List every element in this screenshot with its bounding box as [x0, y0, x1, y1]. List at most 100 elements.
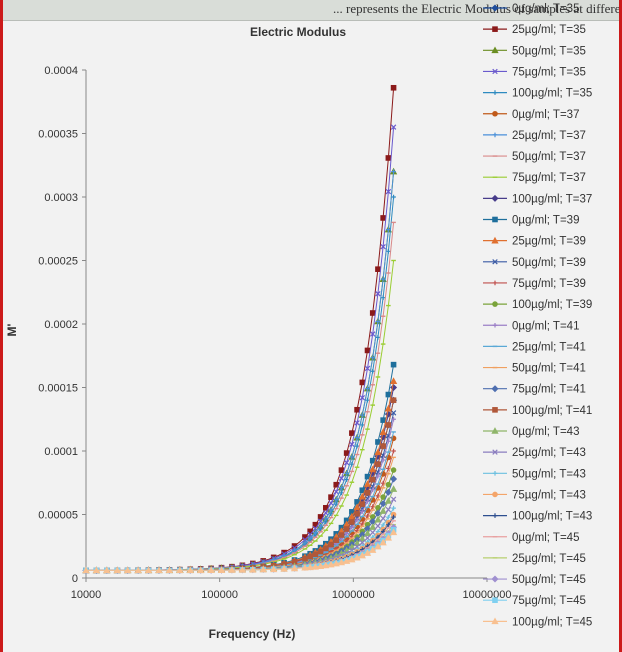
x-tick-label: 10000	[71, 589, 102, 601]
data-point	[280, 565, 288, 572]
legend-label: 25µg/ml; T=43	[512, 447, 586, 459]
data-point	[103, 566, 111, 574]
legend-label: 0µg/ml; T=41	[512, 320, 579, 332]
legend-label: 50µg/ml; T=35	[512, 45, 586, 57]
data-point	[379, 428, 387, 435]
data-point	[359, 501, 366, 507]
data-point	[353, 553, 361, 561]
data-point	[354, 443, 360, 449]
axes: 0 0.00005 0.0001 0.00015 0.0002 0.00025 0.0003…	[38, 65, 511, 601]
data-point	[338, 475, 345, 482]
legend-label: 50µg/ml; T=41	[512, 363, 586, 375]
data-point	[290, 564, 299, 572]
data-point	[391, 514, 396, 520]
data-point	[385, 481, 392, 488]
series-lines	[82, 84, 398, 574]
data-point	[343, 459, 350, 466]
data-point	[338, 532, 345, 538]
data-point	[370, 487, 376, 493]
data-point	[369, 310, 376, 316]
right-red-border	[619, 0, 622, 652]
legend-marker	[491, 617, 499, 625]
data-point	[375, 335, 381, 340]
data-point	[389, 528, 398, 536]
legend-marker	[491, 194, 499, 202]
data-point	[313, 530, 318, 535]
data-point	[270, 565, 278, 573]
legend-marker	[492, 513, 498, 518]
data-point	[328, 541, 334, 548]
data-point	[391, 169, 396, 174]
data-point	[384, 404, 393, 412]
series-line	[86, 171, 395, 571]
data-point	[358, 534, 366, 542]
y-tick-label: 0	[72, 573, 78, 585]
data-point	[328, 511, 334, 517]
legend-item: 25µg/ml; T=43	[483, 447, 586, 459]
legend-label: 75µg/ml; T=45	[512, 595, 586, 607]
legend-item: 50µg/ml; T=41	[483, 363, 586, 375]
data-point	[344, 477, 349, 482]
data-point	[380, 276, 386, 282]
data-point	[353, 503, 361, 511]
y-tick-label: 0.00025	[38, 256, 78, 268]
legend-label: 25µg/ml; T=45	[512, 553, 586, 565]
y-tick-label: 0.00015	[38, 383, 78, 395]
data-point	[391, 448, 396, 454]
data-point	[390, 361, 397, 368]
header-strip: ... represents the Electric Modulus of s…	[3, 0, 619, 21]
legend-marker	[492, 449, 498, 455]
legend-marker	[491, 236, 499, 244]
data-point	[348, 555, 356, 563]
data-point	[379, 507, 387, 514]
data-point	[369, 546, 377, 553]
data-point	[386, 249, 391, 254]
legend-item: 100µg/ml; T=41	[483, 405, 592, 417]
legend-item: 50µg/ml; T=37	[483, 151, 586, 163]
data-point	[365, 397, 370, 403]
legend-label: 0µg/ml; T=37	[512, 109, 579, 121]
data-point	[379, 433, 387, 441]
data-point	[374, 515, 382, 523]
data-point	[354, 517, 360, 523]
data-point	[384, 488, 392, 496]
legend-label: 75µg/ml; T=37	[512, 172, 586, 184]
legend-label: 0µg/ml; T=43	[512, 426, 579, 438]
data-point	[374, 542, 382, 550]
data-point	[385, 155, 392, 161]
series-line	[86, 127, 395, 571]
y-tick-label: 0.00005	[38, 510, 78, 522]
data-point	[217, 566, 226, 573]
legend-item: 50µg/ml; T=43	[483, 468, 586, 480]
data-point	[375, 534, 381, 540]
legend-item: 75µg/ml; T=41	[483, 384, 586, 396]
data-point	[380, 243, 386, 250]
legend-label: 50µg/ml; T=43	[512, 468, 586, 480]
data-point	[327, 560, 335, 568]
data-point	[82, 566, 90, 574]
legend-item: 0µg/ml; T=35	[483, 3, 579, 15]
data-point	[328, 507, 334, 513]
legend-item: 25µg/ml; T=41	[483, 341, 586, 353]
data-point	[344, 531, 349, 536]
data-point	[349, 461, 355, 467]
y-tick-label: 0.0002	[44, 319, 78, 331]
x-tick-label: 10000000	[463, 589, 512, 601]
y-tick-label: 0.00035	[38, 129, 78, 141]
data-point	[323, 516, 329, 521]
series-4	[83, 124, 397, 574]
legend-label: 25µg/ml; T=41	[512, 341, 586, 353]
legend-label: 25µg/ml; T=37	[512, 130, 586, 142]
data-point	[323, 545, 329, 552]
series-7	[83, 169, 396, 573]
data-point	[197, 566, 205, 574]
y-tick-label: 0.0003	[44, 192, 78, 204]
data-point	[375, 439, 381, 445]
data-point	[391, 505, 396, 511]
data-point	[380, 494, 386, 500]
data-point	[386, 438, 391, 444]
data-point	[349, 430, 355, 436]
data-point	[385, 422, 392, 428]
